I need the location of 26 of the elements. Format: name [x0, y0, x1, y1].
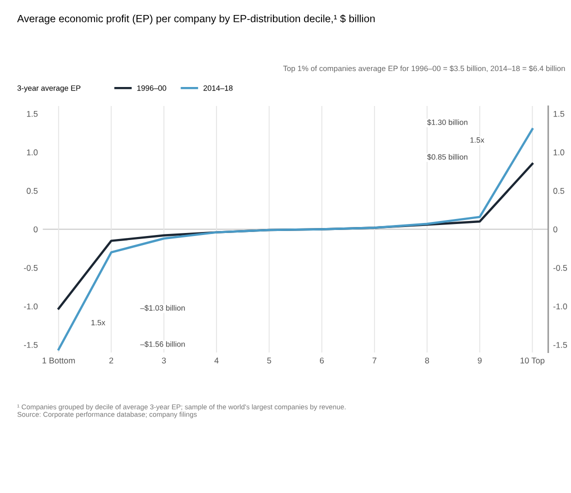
y2-tick-label: -1.0 [553, 303, 568, 310]
y-tick-label: 1.0 [27, 149, 38, 156]
y2-tick-label: 1.0 [554, 149, 564, 156]
y2-tick-label: -0.5 [553, 264, 568, 271]
y2-tick-label: 1.5 [554, 110, 564, 117]
y-tick-label: 0 [34, 226, 38, 232]
y-tick-label: -1.5 [24, 342, 38, 348]
x-tick-label: 2 [109, 358, 114, 364]
x-tick-label: 5 [267, 358, 272, 364]
x-tick-label: 3 [162, 358, 166, 364]
y2-tick-label: -1.5 [553, 342, 568, 348]
x-tick-label: 6 [320, 358, 324, 364]
x-tick-label: 4 [214, 358, 219, 364]
y2-tick-label: 0.5 [553, 188, 564, 194]
x-tick-label: 8 [425, 358, 430, 364]
x-tick-label: 10 Top [520, 358, 544, 366]
line-series [58, 128, 534, 351]
x-tick-label: 7 [372, 358, 376, 364]
y-tick-label: -0.5 [24, 264, 38, 271]
y-tick-label: 1.5 [27, 110, 38, 117]
y-tick-label: 0.5 [26, 188, 38, 194]
y2-tick-label: 0 [553, 226, 558, 232]
x-tick-label: 9 [478, 358, 482, 364]
x-tick-label: 1 Bottom [42, 358, 75, 364]
chart-title: Average economic profit (EP) per company by EP-distribution decile,¹ $ billion [17, 14, 375, 24]
y-tick-label: -1.0 [24, 303, 38, 310]
